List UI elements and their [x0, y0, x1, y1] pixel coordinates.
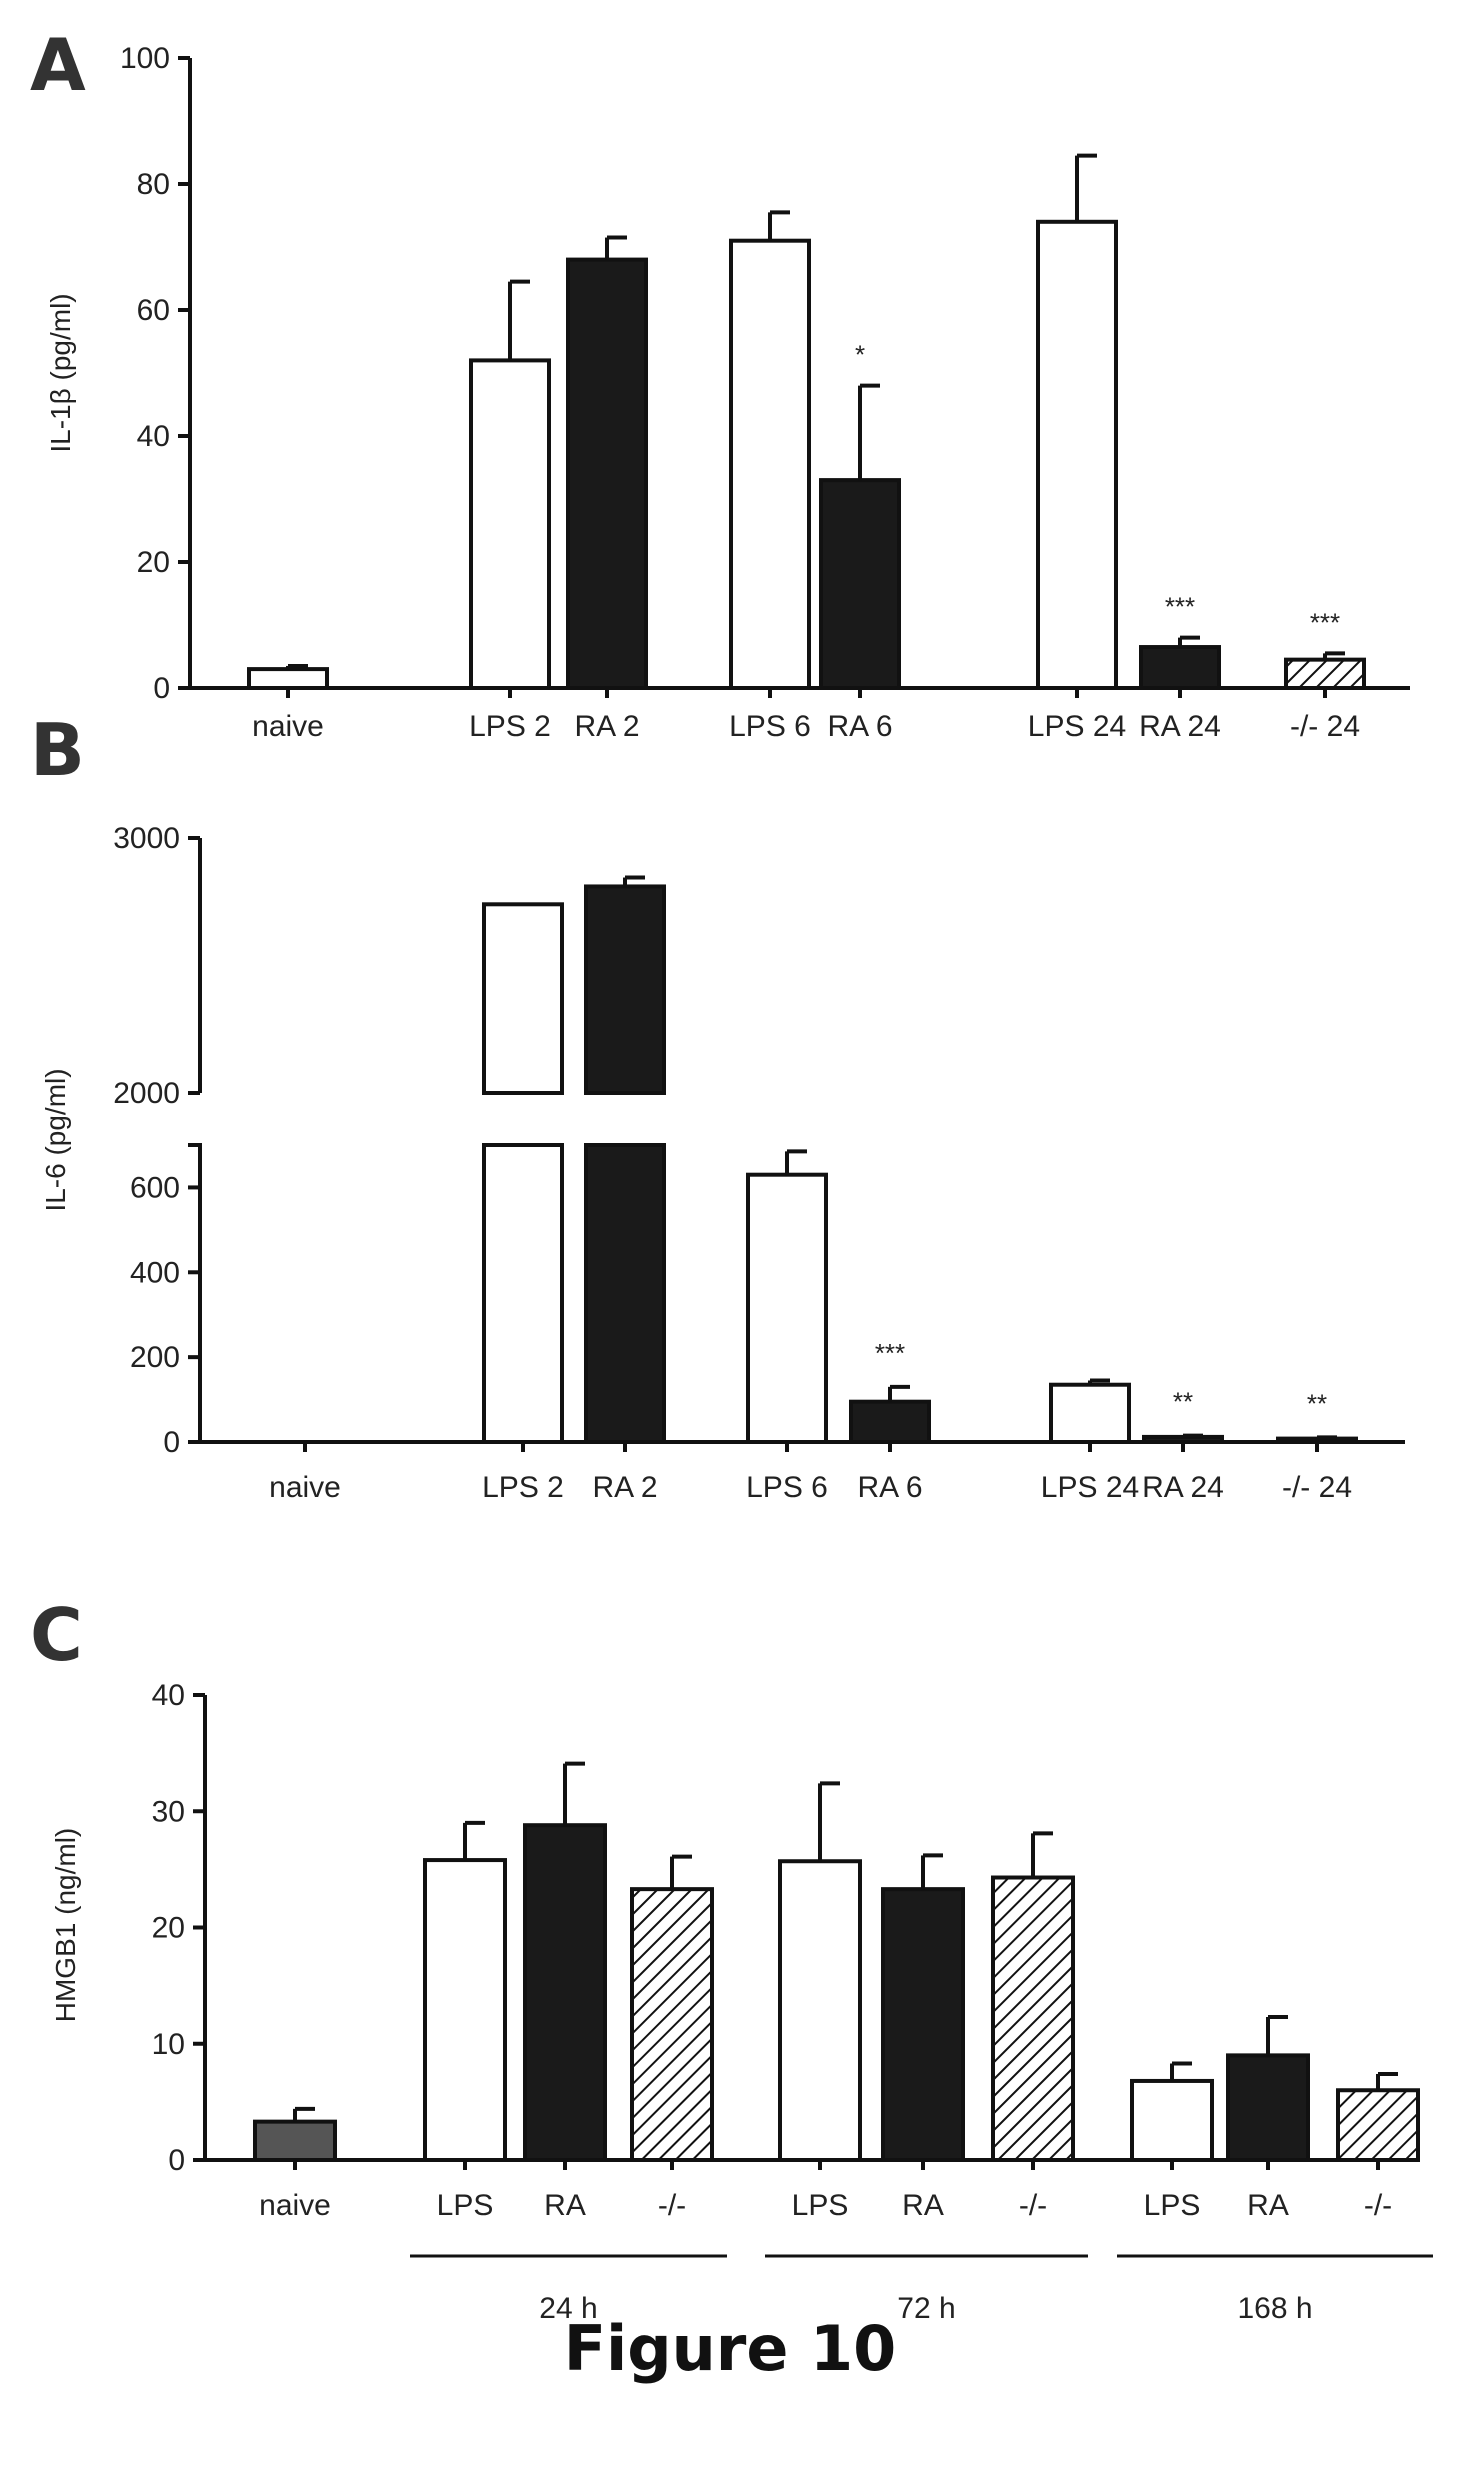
x-tick-label: RA	[902, 2189, 944, 2222]
x-tick-label: RA 6	[857, 1471, 922, 1504]
bar-2	[566, 257, 648, 690]
panel-letter-c: C	[30, 1593, 83, 1677]
y-tick-label: 3000	[113, 822, 180, 855]
x-tick-label: RA 24	[1139, 710, 1221, 743]
x-tick-label: naive	[269, 1471, 341, 1504]
y-tick-label: 20	[137, 546, 170, 579]
x-tick-label: naive	[259, 2189, 331, 2222]
bar-0	[253, 2119, 337, 2162]
panel-b-chart: 0 200 400 600 2000 3000 IL-6 (pg/ml) naive LPS 2…	[40, 822, 1405, 1504]
x-tick-label: -/-	[1019, 2189, 1047, 2222]
bar-2	[584, 884, 666, 1096]
y-tick-label: 600	[130, 1171, 180, 1204]
panel-letter-a: A	[30, 23, 86, 107]
bar-2	[523, 1823, 607, 2162]
x-tick-label: naive	[252, 710, 324, 743]
bar-1	[482, 902, 564, 1095]
group-label: 168 h	[1237, 2292, 1312, 2325]
x-tick-label: RA 2	[592, 1471, 657, 1504]
bar-3	[630, 1887, 714, 2162]
x-tick-label: LPS 6	[746, 1471, 828, 1504]
significance-marker: ***	[875, 1338, 905, 1368]
bar-2	[584, 1143, 666, 1444]
x-tick-label: RA	[544, 2189, 586, 2222]
y-tick-label: 100	[120, 42, 170, 75]
significance-marker: *	[855, 340, 865, 370]
bar-0	[247, 667, 329, 690]
x-tick-label: LPS	[792, 2189, 849, 2222]
x-tick-label: LPS	[437, 2189, 494, 2222]
y-axis-label: IL-1β (pg/ml)	[45, 293, 76, 452]
y-tick-label: 40	[137, 420, 170, 453]
bar-5	[1036, 219, 1118, 691]
bar-1	[423, 1858, 507, 2162]
bar-4	[849, 1399, 931, 1445]
y-tick-label: 0	[153, 672, 170, 705]
x-tick-label: LPS 24	[1028, 710, 1126, 743]
x-tick-label: RA 24	[1142, 1471, 1224, 1504]
bar-4	[778, 1859, 862, 2163]
figure-caption: Figure 10	[564, 2312, 897, 2385]
x-tick-label: RA	[1247, 2189, 1289, 2222]
y-tick-label: 30	[152, 1795, 185, 1828]
x-tick-label: -/- 24	[1282, 1471, 1352, 1504]
bar-5	[1049, 1382, 1131, 1445]
panel-a-chart: 0 20 40 60 80 100 IL-1β (pg/ml) naive LPS 2 RA 2 L…	[45, 42, 1410, 743]
x-tick-label: -/-	[1364, 2189, 1392, 2222]
bar-3	[746, 1172, 828, 1444]
x-tick-label: -/- 24	[1290, 710, 1360, 743]
x-tick-label: LPS 2	[482, 1471, 564, 1504]
bar-6	[1139, 645, 1221, 690]
bar-7	[1284, 657, 1366, 691]
y-tick-label: 200	[130, 1341, 180, 1374]
significance-marker: ***	[1310, 607, 1340, 637]
bar-8	[1226, 2053, 1310, 2162]
significance-marker: **	[1173, 1387, 1193, 1417]
y-tick-label: 40	[152, 1679, 185, 1712]
bar-6	[991, 1875, 1075, 2162]
bar-7	[1130, 2078, 1214, 2162]
x-tick-label: LPS 24	[1041, 1471, 1139, 1504]
y-tick-label: 400	[130, 1256, 180, 1289]
y-tick-label: 0	[168, 2144, 185, 2177]
y-axis-label: IL-6 (pg/ml)	[40, 1068, 71, 1211]
bar-1	[482, 1143, 564, 1444]
bar-4	[819, 478, 901, 690]
y-tick-label: 2000	[113, 1077, 180, 1110]
x-tick-label: LPS	[1144, 2189, 1201, 2222]
panel-letter-b: B	[30, 708, 85, 792]
y-tick-label: 20	[152, 1912, 185, 1945]
y-tick-label: 80	[137, 168, 170, 201]
bar-9	[1336, 2088, 1420, 2162]
y-tick-label: 10	[152, 2028, 185, 2061]
x-tick-label: RA 6	[827, 710, 892, 743]
group-label: 24 h	[539, 2292, 597, 2325]
x-tick-label: LPS 6	[729, 710, 811, 743]
bar-1	[469, 358, 551, 690]
y-axis-label: HMGB1 (ng/ml)	[50, 1828, 81, 2022]
significance-marker: ***	[1165, 592, 1195, 622]
x-tick-label: LPS 2	[469, 710, 551, 743]
y-tick-label: 60	[137, 294, 170, 327]
panel-c-chart: 0 10 20 30 40 HMGB1 (ng/ml) naive LPS RA -/- LPS RA…	[50, 1679, 1433, 2325]
x-tick-label: RA 2	[574, 710, 639, 743]
group-label: 72 h	[897, 2292, 955, 2325]
bar-6	[1142, 1434, 1224, 1444]
significance-marker: **	[1307, 1388, 1327, 1418]
x-tick-label: -/-	[658, 2189, 686, 2222]
bar-5	[881, 1887, 965, 2162]
bar-3	[729, 238, 811, 690]
y-tick-label: 0	[163, 1426, 180, 1459]
